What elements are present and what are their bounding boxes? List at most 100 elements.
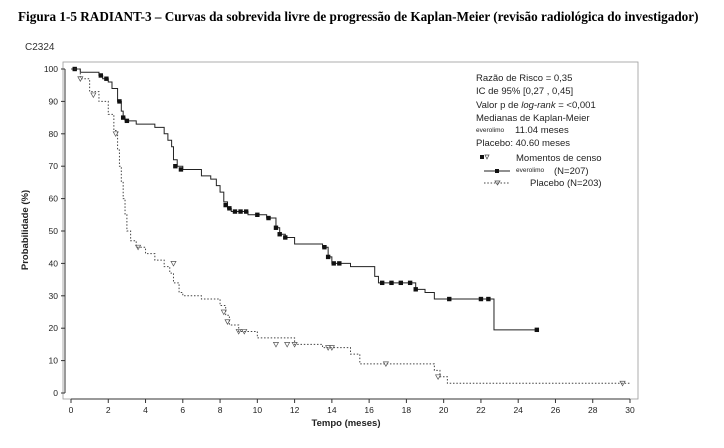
x-tick-label: 18 [402,405,412,415]
x-tick-label: 16 [364,405,374,415]
everolimus-median-value: 11.04 meses [515,125,569,136]
everolimus-censor-marker [407,280,413,286]
figure-title: Figura 1-5 RADIANT-3 – Curvas da sobrevi… [18,9,699,24]
everolimus-median-label: everolimo [476,127,505,134]
everolimus-survival-curve [71,68,537,331]
legend-placebo-label: Placebo (N=203) [530,178,602,189]
everolimus-censor-marker [243,209,249,214]
x-tick-label: 22 [476,405,486,415]
placebo-median-text: Placebo: 40.60 meses [476,138,570,149]
placebo-censor-marker [235,329,242,335]
placebo-censor-marker [224,319,231,325]
x-tick-label: 8 [218,405,223,415]
everolimus-censor-marker [98,73,104,78]
everolimus-censor-marker [413,287,418,292]
placebo-censor-marker [220,309,227,316]
hazard-ratio-text: Razão de Risco = 0,35 [476,73,572,84]
placebo-censor-marker [328,345,335,351]
medians-title: Medianas de Kaplan-Meier [476,113,590,124]
everolimus-censor-marker [331,261,336,266]
everolimus-censor-marker [273,225,279,230]
everolimus-censor-marker [322,245,327,250]
x-tick-label: 12 [290,405,300,415]
everolimus-censor-marker [486,296,491,302]
placebo-censor-marker [291,342,298,348]
everolimus-censor-marker [232,209,238,214]
everolimus-censor-marker [325,254,331,260]
axes: 0 2 4 6 8 10 12 14 16 18 20 22 24 26 28 300102030405060… [44,64,635,415]
placebo-censor-marker [134,244,142,251]
everolimus-censor-marker [283,235,288,240]
everolimus-censor-marker [255,212,260,217]
stats-box: Razão de Risco = 0,35 IC de 95% [0,27 , … [476,73,596,149]
figure-code: C2324 [25,42,55,53]
placebo-censor-marker [382,361,389,368]
y-tick-label: 20 [49,323,59,333]
legend-placebo-marker [494,180,501,186]
x-tick-label: 2 [106,405,111,415]
everolimus-censor-marker [104,76,109,81]
p-value-prefix: Valor p de [476,100,521,111]
everolimus-censor-marker [227,206,232,211]
placebo-censor-marker [284,342,291,348]
legend-everolimus-marker [495,169,499,173]
placebo-censor-marker [77,76,84,82]
p-value-logrank: log-rank [521,100,557,111]
placebo-censor-marker [619,380,626,387]
legend-everolimus-suffix: (N=207) [554,166,589,177]
x-tick-label: 4 [143,405,148,415]
placebo-censor-marker [272,342,280,348]
y-tick-label: 60 [49,194,59,204]
x-tick-label: 20 [439,405,449,415]
y-tick-label: 40 [49,258,59,268]
y-axis-label: Probabilidade (%) [20,190,31,270]
everolimus-censor-marker [337,261,342,266]
placebo-censor-marker [90,92,97,99]
everolimus-censor-marker [534,327,540,333]
ci-text: IC de 95% [0,27 , 0,45] [476,86,573,97]
y-tick-label: 80 [49,129,59,139]
y-tick-label: 50 [49,226,59,236]
x-axis-label: Tempo (meses) [312,418,381,429]
everolimus-censor-marker [379,280,385,286]
everolimus-censor-marker [447,296,452,302]
everolimus-censor-marker [120,115,126,120]
p-value-suffix: = <0,001 [556,100,596,111]
placebo-censor-marker [112,131,119,138]
y-tick-label: 0 [53,388,58,398]
x-tick-label: 24 [513,405,523,415]
y-tick-label: 10 [49,356,59,366]
y-tick-label: 30 [49,291,59,301]
everolimus-censor-marker [223,202,228,208]
legend-censor-label: Momentos de censo [516,153,602,164]
y-tick-label: 70 [49,161,59,171]
x-tick-label: 6 [180,405,185,415]
x-tick-label: 28 [588,405,598,415]
everolimus-censor-marker [277,232,282,237]
series-layer [71,66,630,387]
placebo-censor-marker [241,329,248,335]
x-tick-label: 0 [69,405,74,415]
y-tick-label: 100 [44,64,58,74]
x-tick-label: 14 [327,405,337,415]
y-tick-label: 90 [49,96,59,106]
x-tick-label: 26 [551,405,561,415]
everolimus-censor-marker [478,296,484,302]
x-tick-label: 10 [253,405,263,415]
placebo-censor-marker [434,374,442,381]
everolimus-censor-marker [178,167,184,172]
legend-censor-triangle [484,154,490,160]
everolimus-censor-marker [398,280,404,286]
everolimus-censor-marker [238,209,243,214]
legend: Momentos de censo everolimo (N=207) Plac… [480,153,602,189]
everolimus-censor-marker [173,164,178,169]
legend-censor-filled-square [480,155,484,159]
everolimus-censor-marker [266,215,271,221]
p-value-text: Valor p de log-rank = <0,001 [476,100,596,111]
everolimus-censor-marker [124,118,130,124]
legend-everolimus-prefix: everolimo [516,167,545,174]
everolimus-censor-marker [389,280,394,286]
placebo-censor-marker [170,261,177,267]
everolimus-censor-marker [117,99,122,104]
